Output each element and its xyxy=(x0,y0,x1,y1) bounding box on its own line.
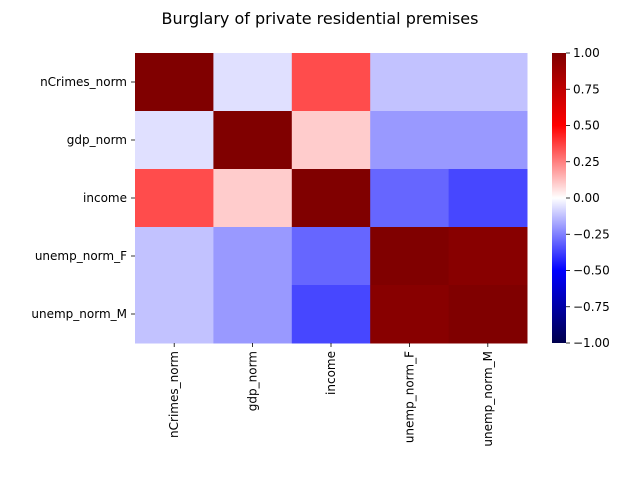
heatmap-cell xyxy=(370,169,450,228)
colorbar-tick-label: 0.75 xyxy=(573,82,600,96)
heatmap-cell xyxy=(213,53,293,112)
colorbar-tick-label: 0.25 xyxy=(573,155,600,169)
colorbar: −1.00 −0.75 −0.50 −0.25 0.00 0.25 0.50 0.75 1.00 xyxy=(552,46,610,350)
colorbar-tick-label: −1.00 xyxy=(573,336,610,350)
heatmap-cell xyxy=(135,53,214,112)
x-tick-label: unemp_norm_M xyxy=(481,351,495,447)
heatmap-cell xyxy=(448,169,528,228)
heatmap-cell xyxy=(291,111,371,170)
heatmap-cell xyxy=(370,227,450,286)
heatmap-cell xyxy=(213,285,293,344)
colorbar-tick-label: −0.25 xyxy=(573,227,610,241)
x-tick-label: unemp_norm_F xyxy=(402,351,416,443)
heatmap-cell xyxy=(135,169,214,228)
x-tick-label: gdp_norm xyxy=(246,351,260,411)
heatmap-cell xyxy=(135,227,214,286)
heatmap-cell xyxy=(448,227,528,286)
heatmap-cell xyxy=(370,111,450,170)
colorbar-gradient xyxy=(552,53,566,343)
heatmap-cell xyxy=(448,111,528,170)
colorbar-tick-label: 1.00 xyxy=(573,46,600,60)
heatmap-cell xyxy=(370,285,450,344)
heatmap-cell xyxy=(135,111,214,170)
heatmap-cells xyxy=(135,53,528,344)
heatmap-cell xyxy=(291,53,371,112)
y-tick-label: income xyxy=(83,191,127,205)
y-tick-label: unemp_norm_M xyxy=(31,307,127,321)
heatmap-cell xyxy=(213,227,293,286)
chart-title: Burglary of private residential premises xyxy=(162,9,479,28)
heatmap-cell xyxy=(448,285,528,344)
colorbar-tick-label: −0.50 xyxy=(573,264,610,278)
heatmap-cell xyxy=(213,111,293,170)
x-tick-label: income xyxy=(324,351,338,395)
heatmap-cell xyxy=(291,227,371,286)
heatmap-cell xyxy=(135,285,214,344)
heatmap-cell xyxy=(213,169,293,228)
heatmap-cell xyxy=(448,53,528,112)
colorbar-tick-label: 0.00 xyxy=(573,191,600,205)
x-tick-label: nCrimes_norm xyxy=(167,351,181,438)
y-tick-label: gdp_norm xyxy=(67,133,127,147)
colorbar-tick-label: −0.75 xyxy=(573,300,610,314)
heatmap-cell xyxy=(370,53,450,112)
y-tick-label: unemp_norm_F xyxy=(35,249,127,263)
x-axis-ticks: nCrimes_norm gdp_norm income unemp_norm_F un… xyxy=(167,343,495,447)
y-tick-label: nCrimes_norm xyxy=(40,75,127,89)
heatmap-cell xyxy=(291,169,371,228)
heatmap-cell xyxy=(291,285,371,344)
colorbar-tick-label: 0.50 xyxy=(573,119,600,133)
